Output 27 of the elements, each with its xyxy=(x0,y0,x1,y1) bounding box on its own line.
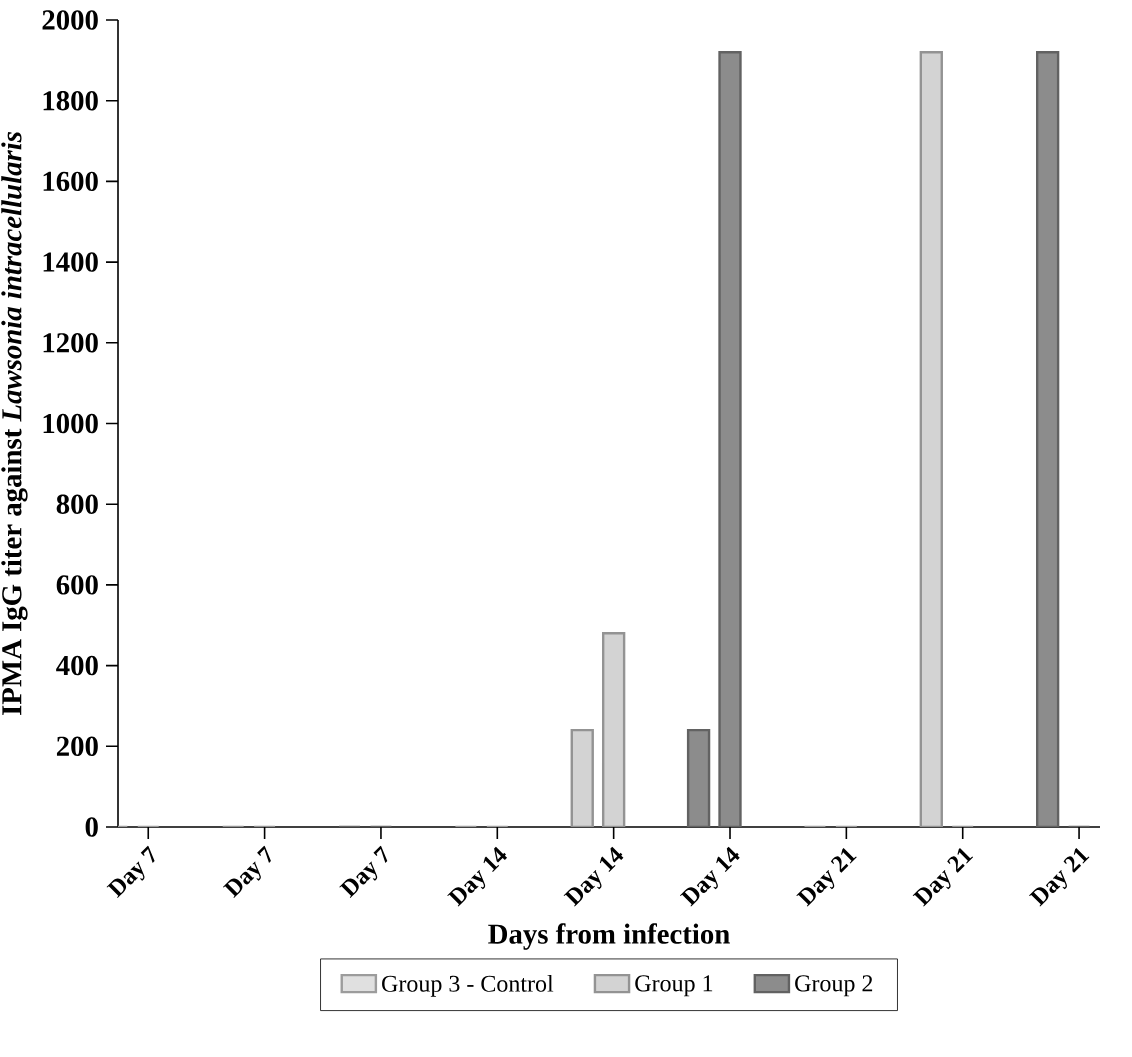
y-tick-label: 0 xyxy=(85,817,98,837)
x-tick-label: Day 14 xyxy=(563,846,624,907)
legend-label: Group 1 xyxy=(635,975,713,997)
x-tick-label: Day 7 xyxy=(222,845,271,899)
y-tick-label: 1600 xyxy=(43,171,98,192)
x-tick-label: Day 7 xyxy=(339,845,388,899)
y-tick-label: 2000 xyxy=(42,10,98,30)
y-tick-label: 400 xyxy=(56,655,98,676)
x-axis-title: Days from infection xyxy=(488,923,730,950)
y-tick-label: 600 xyxy=(56,575,98,595)
bar xyxy=(1035,51,1060,827)
x-tick-label: Day 7 xyxy=(106,845,155,899)
x-tick-label: Day 21 xyxy=(1029,848,1090,907)
legend-label: Group 2 xyxy=(795,975,873,997)
y-tick-label: 1800 xyxy=(43,90,98,111)
y-tick-label: 1000 xyxy=(43,413,98,434)
legend-label: Group 3 - Control xyxy=(382,974,554,997)
x-tick-label: Day 21 xyxy=(912,848,974,907)
y-tick-label: 200 xyxy=(56,736,98,757)
x-tick-label: Day 14 xyxy=(679,846,740,907)
y-tick-label: 1400 xyxy=(43,252,98,272)
y-tick-label: 800 xyxy=(56,494,98,514)
y-axis-title: IPMA IgG titer against Lawsonia intracellularis xyxy=(1,132,28,715)
y-tick-label: 1200 xyxy=(43,333,98,353)
x-tick-label: Day 21 xyxy=(796,848,857,907)
x-tick-label: Day 14 xyxy=(447,846,508,907)
bar xyxy=(919,51,943,827)
